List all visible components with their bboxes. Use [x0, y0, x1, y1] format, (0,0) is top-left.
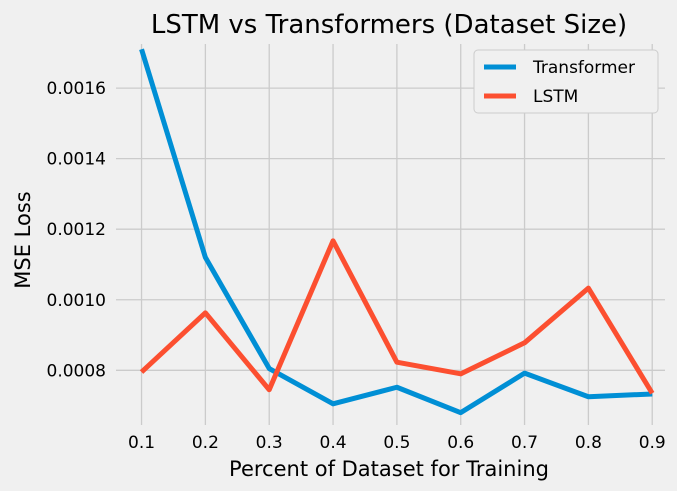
x-tick-label: 0.2: [192, 433, 219, 453]
y-tick-label: 0.0008: [47, 361, 106, 381]
x-tick-label: 0.4: [320, 433, 347, 453]
x-tick-label: 0.3: [256, 433, 283, 453]
y-tick-label: 0.0014: [47, 150, 106, 170]
legend-label-transformer: Transformer: [532, 58, 635, 78]
x-tick-label: 0.9: [639, 433, 666, 453]
x-tick-label: 0.1: [128, 433, 155, 453]
y-axis-label: MSE Loss: [11, 191, 35, 288]
y-tick-label: 0.0010: [47, 291, 106, 311]
legend-box: [473, 49, 659, 114]
y-tick-label: 0.0012: [47, 220, 106, 240]
legend: Transformer LSTM: [473, 49, 659, 114]
y-tick-label: 0.0016: [47, 79, 106, 99]
legend-label-lstm: LSTM: [533, 87, 578, 107]
chart-title: LSTM vs Transformers (Dataset Size): [151, 10, 627, 40]
series-lines: [139, 48, 655, 416]
x-tick-label: 0.5: [383, 433, 410, 453]
x-tick-label: 0.7: [511, 433, 538, 453]
tick-labels: 0.1 0.2 0.3 0.4 0.5 0.6 0.7 0.8 0.9 0.0008 0.0010 0…: [47, 79, 666, 453]
x-tick-label: 0.8: [575, 433, 602, 453]
x-tick-label: 0.6: [447, 433, 474, 453]
x-axis-label: Percent of Dataset for Training: [229, 457, 549, 481]
